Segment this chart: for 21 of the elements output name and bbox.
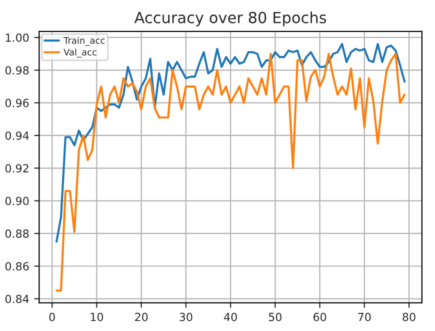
y-tick-label: 0.86	[5, 262, 29, 270]
y-tick-label: 0.88	[5, 229, 29, 238]
y-tick-label: 0.94	[5, 131, 29, 140]
x-tick-label: 20	[135, 312, 148, 322]
chart-title: Accuracy over 80 Epochs	[134, 12, 326, 26]
y-tick-label: 0.98	[5, 66, 29, 75]
x-tick-label: 60	[313, 312, 326, 322]
x-tick-label: 10	[90, 312, 104, 322]
legend-label: Val_acc	[64, 48, 96, 58]
y-tick-label: 0.90	[5, 196, 29, 206]
x-tick-label: 40	[224, 312, 237, 322]
x-tick-label: 0	[49, 312, 55, 322]
x-tick-label: 50	[268, 312, 282, 322]
x-tick-label: 70	[358, 312, 371, 322]
x-tick-label: 30	[180, 312, 192, 322]
x-tick-label: 80	[402, 312, 416, 322]
y-tick-label: 1.00	[6, 33, 29, 42]
y-tick-label: 0.92	[5, 164, 28, 173]
legend-label: Train_acc	[64, 36, 105, 46]
y-tick-label: 0.96	[5, 98, 29, 108]
y-tick-label: 0.84	[5, 294, 29, 304]
